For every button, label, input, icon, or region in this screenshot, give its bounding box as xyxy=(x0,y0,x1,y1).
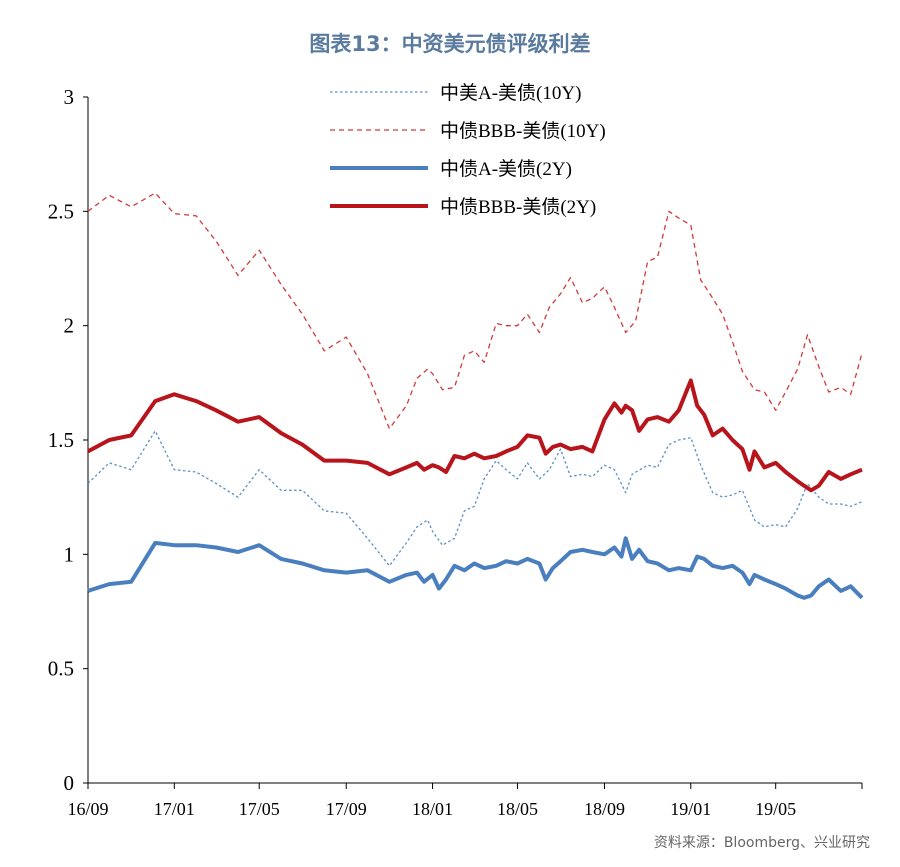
x-tick-label: 18/01 xyxy=(412,799,453,819)
legend-label-1: 中债BBB-美债(10Y) xyxy=(440,120,606,142)
series-line-2 xyxy=(87,536,864,600)
series-line-1 xyxy=(87,192,863,430)
x-tick-label: 16/09 xyxy=(67,799,108,819)
axes: 0 0.5 1 1.5 2 2.5 3 16/09 17/01 17/05 17/09 18/01 18… xyxy=(48,85,863,819)
legend-label-3: 中债BBB-美债(2Y) xyxy=(440,196,596,218)
x-tick-label: 17/05 xyxy=(239,799,280,819)
chart-title: 图表13：中资美元债评级利差 xyxy=(309,32,591,56)
x-tick-label: 18/09 xyxy=(584,799,625,819)
legend: 中美A-美债(10Y) 中债BBB-美债(10Y) 中债A-美债(2Y) 中债BBB-… xyxy=(330,82,606,218)
y-tick-label: 2.5 xyxy=(48,199,74,223)
legend-label-2: 中债A-美债(2Y) xyxy=(440,158,572,180)
x-tick-label: 17/09 xyxy=(326,799,367,819)
x-tick-label: 18/05 xyxy=(497,799,538,819)
source-note: 资料来源：Bloomberg、兴业研究 xyxy=(653,835,870,851)
y-tick-label: 1 xyxy=(64,542,75,566)
series-line-0 xyxy=(87,430,863,567)
y-tick-label: 1.5 xyxy=(48,428,74,452)
y-tick-label: 3 xyxy=(64,85,75,109)
x-tick-label: 19/05 xyxy=(755,799,796,819)
x-tick-label: 19/01 xyxy=(670,799,711,819)
y-tick-label: 2 xyxy=(64,314,75,338)
legend-label-0: 中美A-美债(10Y) xyxy=(440,82,581,104)
series-layer xyxy=(87,192,864,600)
series-line-3 xyxy=(87,378,863,493)
x-tick-label: 17/01 xyxy=(154,799,195,819)
y-tick-label: 0.5 xyxy=(48,657,74,681)
y-tick-label: 0 xyxy=(64,771,75,795)
